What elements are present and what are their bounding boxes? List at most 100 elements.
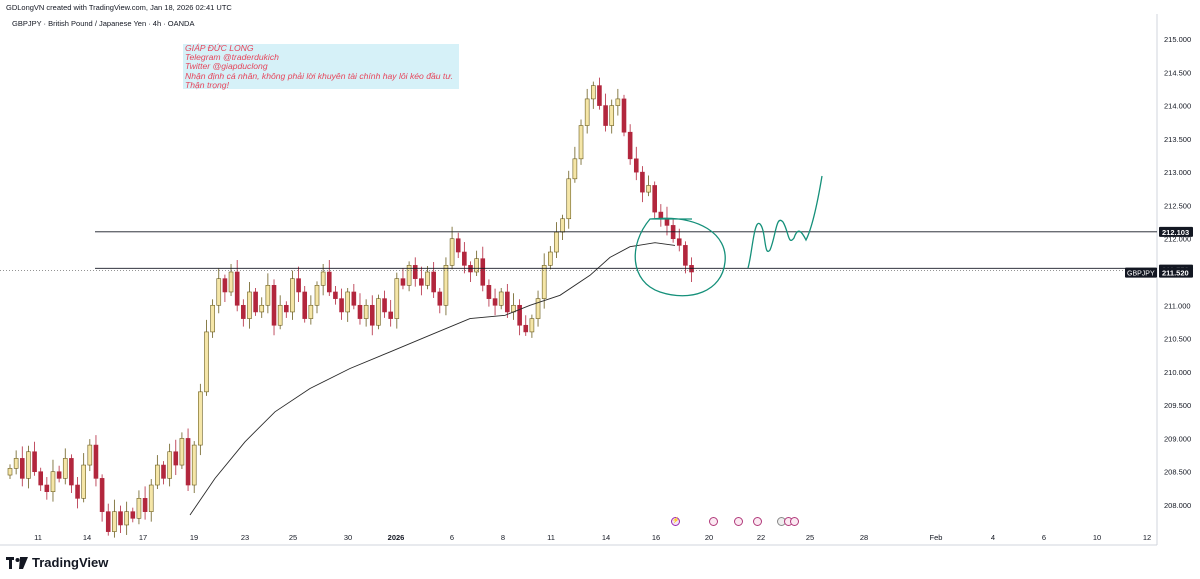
candle[interactable] bbox=[7, 468, 13, 476]
candle[interactable] bbox=[554, 231, 559, 253]
candle[interactable] bbox=[627, 131, 633, 160]
candle[interactable] bbox=[474, 258, 479, 273]
candle[interactable] bbox=[523, 324, 529, 333]
candle[interactable] bbox=[314, 285, 320, 306]
candle[interactable] bbox=[228, 271, 234, 293]
candle[interactable] bbox=[87, 444, 93, 466]
candle[interactable] bbox=[603, 105, 608, 126]
candle[interactable] bbox=[241, 304, 246, 319]
candle[interactable] bbox=[584, 98, 590, 126]
candle[interactable] bbox=[449, 238, 455, 266]
candle[interactable] bbox=[216, 278, 222, 306]
candle[interactable] bbox=[320, 271, 326, 286]
candle[interactable] bbox=[277, 304, 283, 326]
candle[interactable] bbox=[578, 125, 584, 160]
candle[interactable] bbox=[382, 298, 387, 313]
candle[interactable] bbox=[541, 265, 547, 299]
candle[interactable] bbox=[75, 484, 80, 499]
candle[interactable] bbox=[253, 291, 258, 313]
candle[interactable] bbox=[50, 471, 56, 492]
candle[interactable] bbox=[572, 158, 578, 180]
candle[interactable] bbox=[455, 238, 461, 253]
candle[interactable] bbox=[560, 218, 565, 233]
candle[interactable] bbox=[136, 498, 142, 519]
candle[interactable] bbox=[437, 291, 443, 306]
candle[interactable] bbox=[167, 451, 172, 479]
candle[interactable] bbox=[124, 511, 129, 526]
candle[interactable] bbox=[198, 391, 203, 446]
candle[interactable] bbox=[376, 298, 381, 326]
candle[interactable] bbox=[633, 158, 639, 173]
candle[interactable] bbox=[529, 318, 535, 333]
candle[interactable] bbox=[412, 265, 418, 279]
candle[interactable] bbox=[646, 185, 651, 193]
candle[interactable] bbox=[486, 285, 492, 299]
candle[interactable] bbox=[492, 298, 498, 306]
candle[interactable] bbox=[443, 265, 449, 306]
footer-brand[interactable]: TradingView bbox=[6, 555, 108, 570]
candle[interactable] bbox=[26, 451, 31, 479]
event-icon[interactable] bbox=[753, 517, 762, 526]
candle[interactable] bbox=[517, 304, 522, 326]
candle[interactable] bbox=[621, 98, 627, 133]
candle[interactable] bbox=[222, 278, 228, 293]
event-icon[interactable] bbox=[734, 517, 743, 526]
candle[interactable] bbox=[345, 291, 351, 313]
candle[interactable] bbox=[148, 484, 154, 512]
candle[interactable] bbox=[142, 498, 148, 512]
candle[interactable] bbox=[105, 511, 111, 532]
event-icon[interactable] bbox=[709, 517, 718, 526]
candle[interactable] bbox=[290, 278, 295, 313]
candle[interactable] bbox=[204, 331, 209, 393]
candle[interactable] bbox=[265, 285, 271, 306]
candle[interactable] bbox=[652, 185, 658, 213]
candle[interactable] bbox=[394, 278, 400, 319]
candle[interactable] bbox=[590, 85, 596, 100]
candle[interactable] bbox=[56, 471, 62, 479]
candle[interactable] bbox=[155, 464, 160, 486]
candle[interactable] bbox=[548, 251, 553, 266]
candle[interactable] bbox=[566, 178, 572, 220]
candle[interactable] bbox=[69, 458, 74, 486]
candle[interactable] bbox=[81, 464, 86, 499]
candle[interactable] bbox=[363, 304, 369, 319]
drawn-projection[interactable] bbox=[747, 175, 823, 269]
candle[interactable] bbox=[419, 278, 424, 286]
candle[interactable] bbox=[130, 511, 136, 519]
candle[interactable] bbox=[38, 471, 44, 486]
candle[interactable] bbox=[351, 291, 357, 306]
candle[interactable] bbox=[19, 458, 25, 479]
candle[interactable] bbox=[173, 451, 179, 466]
candle[interactable] bbox=[308, 304, 314, 319]
symbol-line[interactable]: GBPJPY · British Pound / Japanese Yen · … bbox=[12, 19, 195, 28]
candle[interactable] bbox=[425, 271, 430, 286]
candle[interactable] bbox=[32, 451, 37, 473]
candle[interactable] bbox=[406, 265, 412, 286]
candle[interactable] bbox=[179, 438, 185, 466]
candle[interactable] bbox=[210, 304, 215, 333]
event-icon[interactable] bbox=[790, 517, 799, 526]
candle[interactable] bbox=[161, 464, 166, 479]
annotation-note[interactable]: GIÁP ĐỨC LONG Telegram @traderdukich Twi… bbox=[183, 43, 459, 90]
candle[interactable] bbox=[118, 511, 123, 526]
candle[interactable] bbox=[505, 291, 510, 313]
candle[interactable] bbox=[259, 304, 265, 313]
candle[interactable] bbox=[93, 444, 99, 479]
candle[interactable] bbox=[597, 85, 602, 106]
candle[interactable] bbox=[664, 218, 670, 226]
candle[interactable] bbox=[388, 311, 393, 319]
candle[interactable] bbox=[498, 291, 504, 306]
candle[interactable] bbox=[640, 171, 645, 193]
candle[interactable] bbox=[185, 438, 191, 486]
candle[interactable] bbox=[400, 278, 406, 286]
candle[interactable] bbox=[191, 444, 197, 486]
candle[interactable] bbox=[609, 105, 615, 126]
candle[interactable] bbox=[271, 285, 277, 326]
candle[interactable] bbox=[302, 291, 308, 319]
event-icon[interactable]: ⚡ bbox=[671, 517, 680, 526]
candle[interactable] bbox=[234, 271, 240, 306]
candle[interactable] bbox=[62, 458, 68, 479]
candle[interactable] bbox=[339, 298, 344, 313]
candle[interactable] bbox=[99, 478, 105, 512]
